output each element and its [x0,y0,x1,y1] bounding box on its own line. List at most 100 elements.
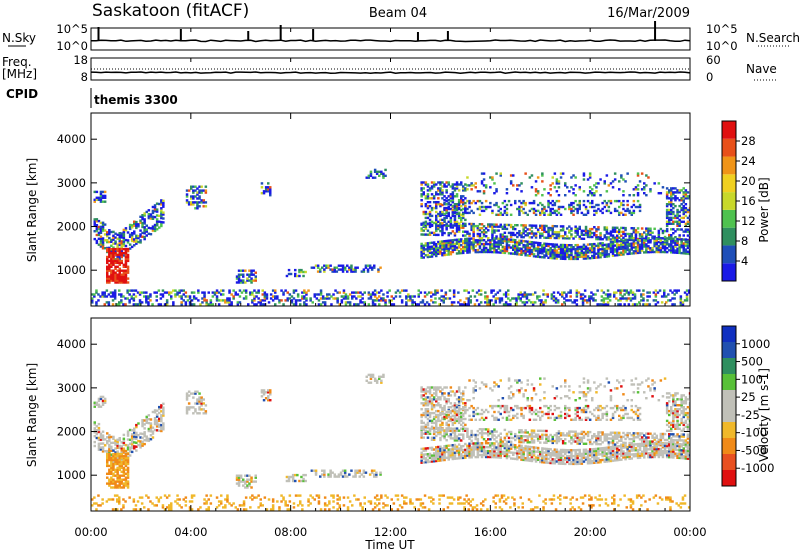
scatter-cell [439,457,442,460]
scatter-cell [276,500,279,503]
scatter-cell [467,297,470,300]
scatter-cell [527,498,531,501]
scatter-cell [684,197,688,200]
scatter-cell [432,233,436,236]
scatter-cell [162,211,165,214]
scatter-cell [611,238,615,241]
scatter-cell [101,430,105,433]
scatter-cell [234,506,237,509]
scatter-cell [544,299,547,302]
scatter-cell [109,498,113,501]
scatter-cell [441,193,444,196]
scatter-cell [196,193,199,196]
scatter-cell [539,211,542,215]
scatter-cell [603,180,606,183]
scatter-cell [114,250,117,253]
scatter-cell [317,496,321,499]
scatter-cell [353,291,356,294]
scatter-cell [137,422,140,425]
scatter-cell [116,279,119,282]
scatter-cell [473,506,477,509]
scatter-cell [647,239,650,242]
scatter-cell [426,242,430,245]
scatter-cell [654,289,658,292]
scatter-cell [627,297,631,300]
scatter-cell [622,190,625,193]
scatter-cell [97,237,101,240]
scatter-cell [561,225,565,228]
scatter-cell [484,199,488,203]
scatter-cell [642,299,645,302]
scatter-cell [276,295,279,298]
scatter-cell [190,187,193,190]
scatter-cell [112,480,115,483]
scatter-cell [106,462,109,466]
scatter-cell [353,295,356,298]
scatter-cell [330,295,333,298]
scatter-cell [101,498,104,501]
scatter-cell [441,222,444,225]
scatter-cell [532,209,536,213]
scatter-cell [528,236,532,239]
scatter-cell [624,228,627,232]
scatter-cell [432,201,436,204]
scatter-cell [130,444,134,448]
scatter-cell [95,196,99,199]
scatter-cell [640,496,643,499]
scatter-cell [303,295,306,298]
scatter-cell [435,457,438,461]
scatter-cell [591,199,594,203]
scatter-cell [370,469,374,472]
scatter-cell [647,237,650,240]
scatter-cell [124,452,128,456]
scatter-cell [160,425,163,429]
scatter-cell [632,229,636,232]
scatter-cell [497,209,500,213]
scatter-cell [631,303,635,306]
scatter-cell [501,237,505,241]
scatter-cell [314,473,318,476]
scatter-cell [280,500,283,503]
scatter-cell [448,496,452,499]
scatter-cell [141,223,144,227]
scatter-cell [541,256,544,259]
scatter-cell [461,502,464,505]
scatter-cell [597,250,600,253]
scatter-cell [640,243,644,246]
scatter-cell [595,182,598,185]
scatter-cell [528,252,532,255]
scatter-cell [428,456,432,459]
scatter-cell [507,293,510,296]
scatter-cell [484,291,487,294]
scatter-cell [611,230,615,233]
scatter-cell [679,303,683,306]
scatter-cell [462,224,465,227]
scatter-cell [502,500,506,503]
scatter-cell [439,187,442,190]
scatter-cell [430,402,434,405]
scatter-cell [299,500,302,503]
scatter-cell [437,459,440,462]
scatter-cell [449,222,453,225]
scatter-cell [95,432,99,436]
scatter-cell [618,199,621,203]
scatter-cell [118,458,121,462]
scatter-cell [595,211,598,215]
scatter-cell [520,182,523,185]
scatter-cell [344,297,348,300]
scatter-cell [170,297,173,300]
scatter-cell [439,214,442,218]
scatter-cell [445,185,448,188]
scatter-cell [518,199,521,203]
scatter-cell [493,225,496,228]
scatter-cell [455,181,459,184]
scatter-cell [101,223,105,226]
scatter-cell [162,414,165,417]
scatter-cell [613,226,617,229]
scatter-cell [228,291,231,294]
scatter-cell [624,226,627,230]
scatter-cell [493,231,496,234]
scatter-cell [373,502,377,505]
scatter-cell [430,454,434,457]
scatter-cell [290,299,294,302]
